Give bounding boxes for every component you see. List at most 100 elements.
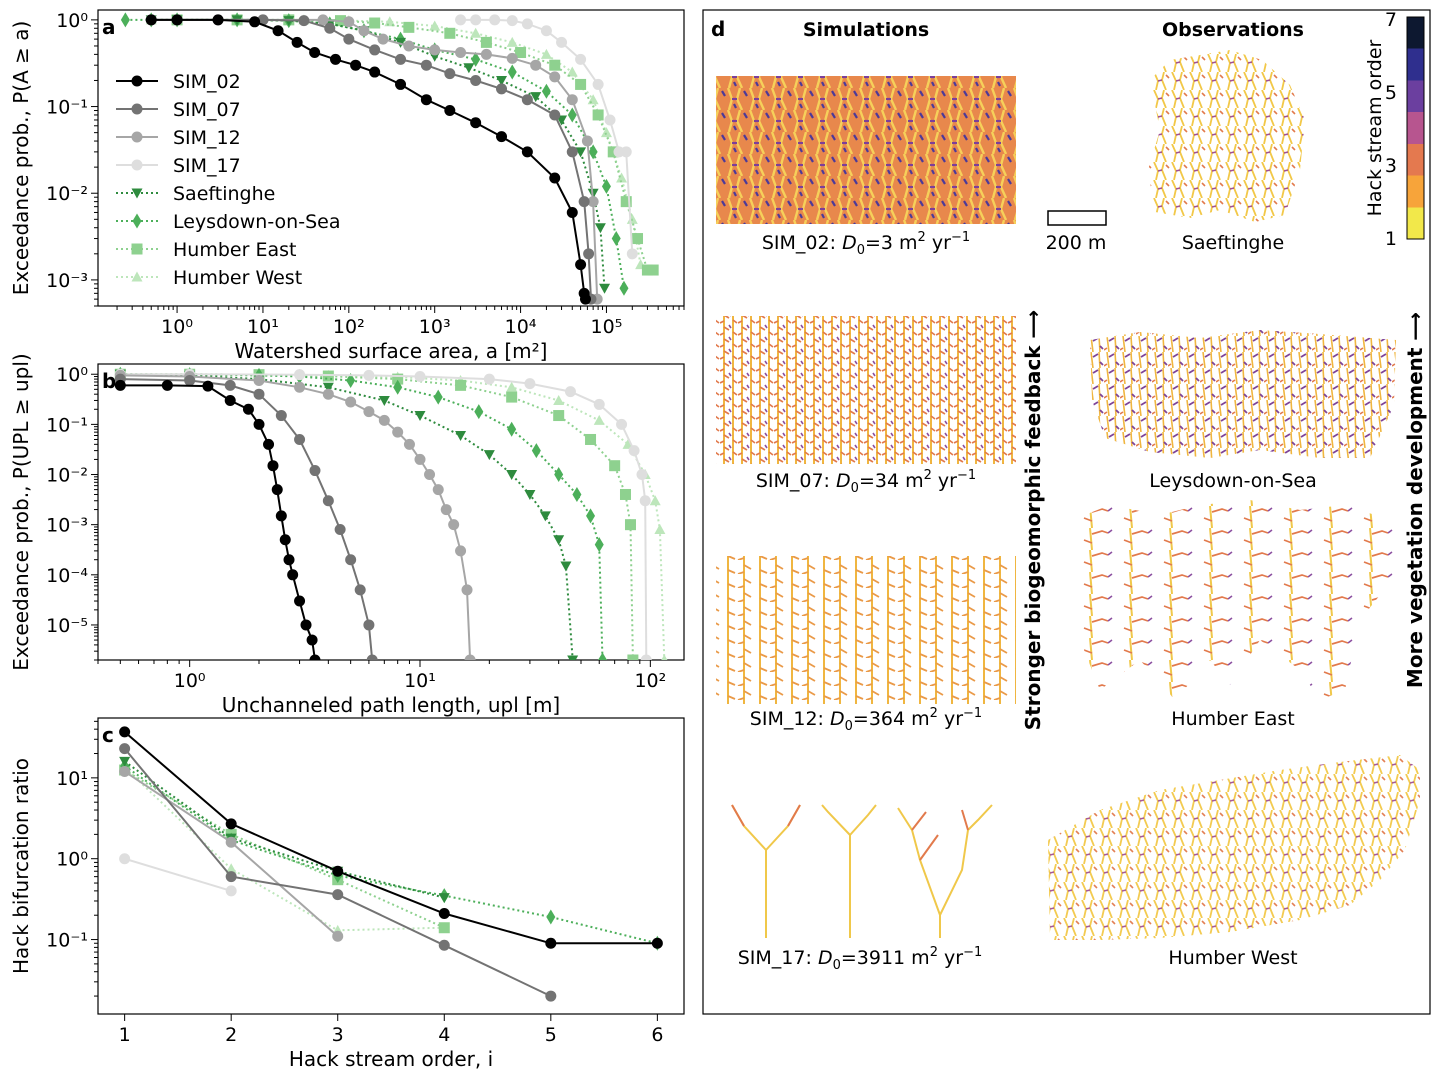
legend-marker bbox=[131, 188, 143, 199]
data-point-sim_07 bbox=[324, 22, 336, 34]
data-point-sim_17 bbox=[225, 885, 237, 897]
legend-marker bbox=[131, 131, 143, 143]
series-line-humber-east bbox=[124, 769, 445, 929]
data-point-humber-west bbox=[540, 48, 552, 59]
data-point-sim_17 bbox=[628, 445, 640, 457]
data-point-humber-east bbox=[444, 27, 456, 39]
data-point-sim_17 bbox=[119, 853, 131, 865]
data-point-sim_17 bbox=[575, 53, 587, 65]
data-point-sim_12 bbox=[378, 414, 390, 426]
data-point-sim_12 bbox=[403, 40, 415, 52]
data-point-sim_02 bbox=[444, 105, 456, 117]
data-point-humber-west bbox=[593, 414, 605, 425]
data-point-sim_07 bbox=[369, 44, 381, 56]
legend-label: SIM_12 bbox=[173, 127, 241, 149]
data-point-leysdown-on-sea bbox=[619, 280, 629, 296]
x-tick-label: 3 bbox=[332, 1024, 344, 1046]
sim-17-network-map bbox=[731, 804, 993, 938]
data-point-sim_02 bbox=[253, 418, 265, 430]
data-point-sim_07 bbox=[309, 465, 321, 477]
data-point-humber-west bbox=[429, 20, 441, 31]
data-point-sim_07 bbox=[322, 495, 334, 507]
data-point-sim_02 bbox=[395, 78, 407, 90]
data-point-sim_17 bbox=[592, 78, 604, 90]
y-axis-label-b: Exceedance prob., P(UPL ≥ upl) bbox=[9, 353, 33, 670]
series-line-humber-west bbox=[123, 766, 445, 932]
data-point-humber-west bbox=[553, 394, 565, 405]
data-point-sim_12 bbox=[332, 930, 344, 942]
data-point-sim_02 bbox=[579, 293, 591, 305]
series-line-sim_07 bbox=[120, 378, 374, 660]
y-tick-label: 10⁻¹ bbox=[46, 414, 88, 436]
data-point-sim_12 bbox=[429, 44, 441, 56]
data-point-sim_07 bbox=[257, 14, 269, 26]
data-point-sim_17 bbox=[455, 14, 467, 26]
colorbar-tick-7: 7 bbox=[1385, 9, 1397, 31]
sim-02-caption: SIM_02: D0=3 m2 yr−1 bbox=[762, 230, 970, 258]
data-point-sim_17 bbox=[363, 369, 375, 381]
data-point-sim_17 bbox=[470, 14, 482, 26]
data-point-sim_02 bbox=[309, 654, 321, 660]
series-line-sim_02 bbox=[120, 384, 316, 660]
data-point-humber-east bbox=[506, 391, 518, 403]
data-point-humber-east bbox=[641, 264, 653, 276]
data-point-sim_02 bbox=[212, 14, 224, 26]
data-point-sim_12 bbox=[403, 438, 415, 450]
legend-marker bbox=[131, 271, 143, 282]
x-axis-label-b: Unchanneled path length, upl [m] bbox=[222, 693, 560, 717]
data-point-sim_12 bbox=[343, 16, 355, 28]
data-point-sim_12 bbox=[455, 545, 467, 557]
data-point-sim_02 bbox=[438, 908, 450, 920]
data-point-leysdown-on-sea bbox=[588, 144, 598, 160]
sim-02-network-map bbox=[716, 76, 1016, 224]
hack-order-colorbar bbox=[1406, 16, 1425, 240]
data-point-humber-west bbox=[506, 381, 518, 392]
axes-frame-b bbox=[97, 363, 685, 661]
data-point-sim_02 bbox=[294, 595, 306, 607]
data-point-sim_07 bbox=[184, 375, 196, 387]
data-point-sim_12 bbox=[448, 519, 460, 531]
x-axis-label-a: Watershed surface area, a [m²] bbox=[235, 339, 548, 363]
vegetation-arrow-label: More vegetation development ⟶ bbox=[1403, 312, 1427, 688]
data-point-sim_12 bbox=[424, 469, 436, 481]
data-point-sim_02 bbox=[145, 14, 157, 26]
data-point-sim_12 bbox=[549, 71, 561, 83]
legend-label: Saeftinghe bbox=[173, 183, 275, 205]
data-point-saeftinghe bbox=[553, 535, 565, 546]
header-observations: Observations bbox=[1162, 19, 1304, 41]
data-point-sim_07 bbox=[545, 990, 557, 1002]
data-point-sim_07 bbox=[253, 388, 265, 400]
data-point-sim_02 bbox=[267, 460, 279, 472]
data-point-sim_17 bbox=[604, 114, 616, 126]
data-point-sim_07 bbox=[294, 433, 306, 445]
legend-label: Humber East bbox=[173, 239, 296, 261]
data-point-sim_12 bbox=[322, 388, 334, 400]
x-tick-label: 10⁵ bbox=[591, 316, 623, 338]
data-point-sim_12 bbox=[119, 765, 131, 777]
data-point-humber-east bbox=[627, 654, 639, 660]
legend-label: SIM_07 bbox=[173, 99, 241, 121]
data-point-sim_07 bbox=[496, 83, 508, 95]
series-line-sim_17 bbox=[124, 857, 232, 892]
data-point-sim_07 bbox=[354, 584, 366, 596]
series-line-sim_02 bbox=[123, 731, 658, 945]
data-point-sim_02 bbox=[224, 394, 236, 406]
y-tick-label: 10⁻² bbox=[46, 183, 88, 205]
data-point-sim_07 bbox=[298, 15, 310, 27]
data-point-sim_02 bbox=[263, 438, 275, 450]
data-point-leysdown-on-sea bbox=[346, 373, 356, 389]
data-point-saeftinghe bbox=[322, 382, 334, 393]
saeftinghe-network-map bbox=[1148, 50, 1305, 222]
x-tick-label: 10² bbox=[634, 670, 666, 692]
data-point-sim_02 bbox=[291, 36, 303, 48]
series-line-leysdown-on-sea bbox=[120, 373, 604, 660]
sim-17-caption: SIM_17: D0=3911 m2 yr−1 bbox=[738, 945, 983, 973]
data-point-sim_17 bbox=[640, 654, 652, 660]
data-point-sim_12 bbox=[294, 381, 306, 393]
data-point-sim_02 bbox=[549, 172, 561, 184]
data-point-sim_07 bbox=[345, 554, 357, 566]
data-point-leysdown-on-sea bbox=[120, 12, 130, 28]
data-point-sim_12 bbox=[566, 94, 578, 106]
panel-b-chart: 10⁰ 10¹ 10² 10⁰ 10⁻¹ 10⁻² 10⁻³ 10⁻⁴ 10⁻⁵ Unchanne… bbox=[9, 353, 685, 717]
